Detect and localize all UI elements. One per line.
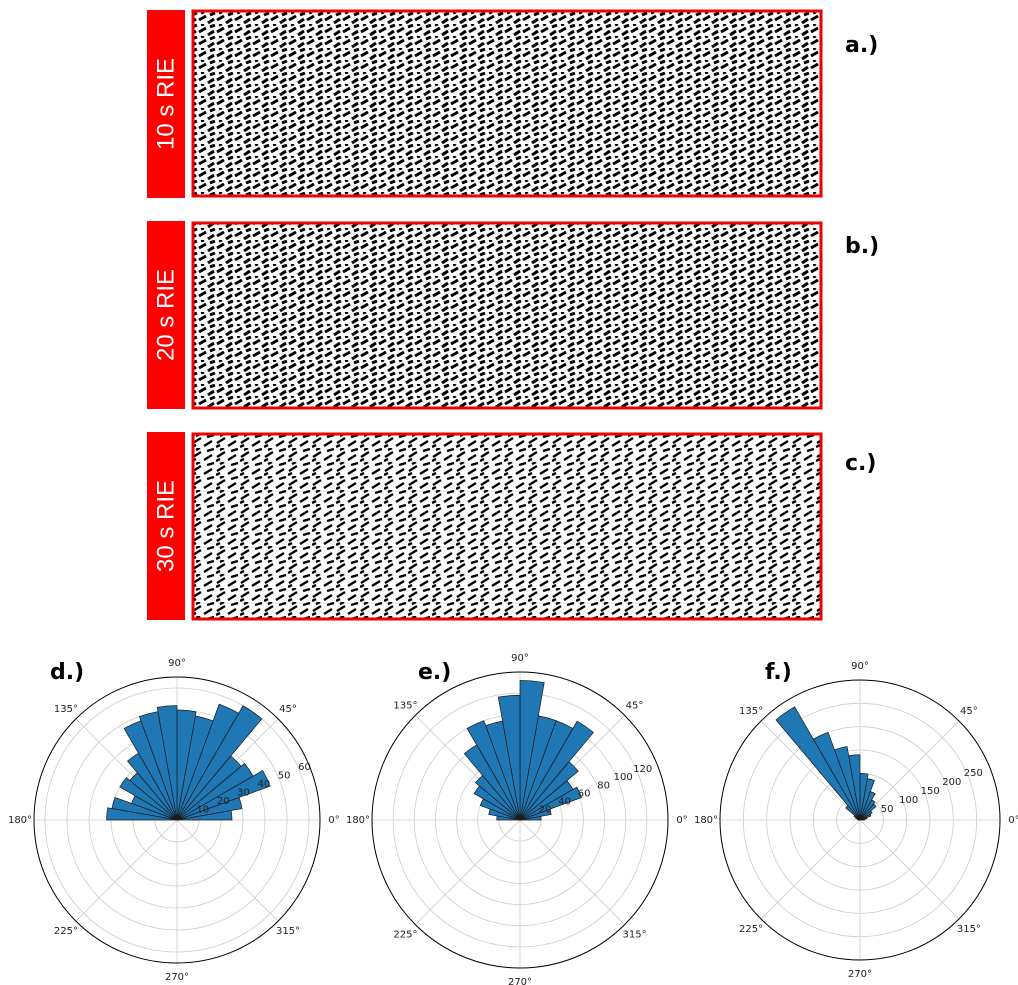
micrograph [193, 223, 821, 408]
r-tick-label: 100 [614, 772, 633, 783]
r-tick-label: 10 [197, 804, 210, 815]
theta-tick-label: 180° [694, 815, 718, 826]
theta-tick-label: 135° [393, 700, 417, 711]
r-tick-label: 150 [921, 786, 940, 797]
theta-tick-label: 315° [957, 924, 981, 935]
theta-tick-label: 135° [54, 704, 78, 715]
polar-chart: 0° 45° 90° 135° 180° 225° 270° 315° 50 1001502002… [694, 660, 1018, 980]
panel-tag: f.) [765, 660, 792, 685]
r-tick-label: 20 [217, 796, 230, 807]
theta-tick-label: 45° [279, 704, 297, 715]
r-tick-label: 80 [597, 780, 610, 791]
theta-tick-label: 90° [851, 661, 869, 672]
r-tick-label: 100 [899, 795, 918, 806]
polar-chart: 0° 45° 90° 135° 180° 225° 270° 315° 20 40 60 80 1001… [346, 653, 688, 985]
micrograph [193, 434, 821, 619]
figure: 10 s RIE a.) 20 s RIE b.) 30 s RIE c.) 0… [0, 0, 1018, 985]
theta-tick-label: 90° [511, 653, 529, 664]
theta-tick-label: 90° [168, 658, 186, 669]
panel-tag: d.) [50, 660, 84, 685]
theta-tick-label: 225° [54, 926, 78, 937]
panel-tag: b.) [845, 234, 879, 259]
panel-label: 30 s RIE [152, 480, 179, 572]
theta-tick-label: 225° [393, 930, 417, 941]
panel-tag: c.) [845, 451, 876, 476]
panel-tag: e.) [418, 660, 451, 685]
theta-tick-label: 45° [626, 700, 644, 711]
panel-tag: a.) [845, 33, 878, 58]
r-tick-label: 50 [278, 771, 291, 782]
theta-tick-label: 270° [848, 969, 872, 980]
r-tick-label: 200 [942, 777, 961, 788]
r-tick-label: 50 [881, 804, 894, 815]
theta-tick-label: 180° [8, 815, 32, 826]
theta-tick-label: 0° [328, 815, 339, 826]
theta-tick-label: 135° [739, 706, 763, 717]
panel-label: 20 s RIE [152, 269, 179, 361]
theta-tick-label: 270° [165, 972, 189, 983]
r-tick-label: 60 [578, 788, 591, 799]
theta-tick-label: 45° [960, 706, 978, 717]
theta-tick-label: 270° [508, 977, 532, 985]
theta-tick-label: 0° [676, 815, 687, 826]
r-tick-label: 30 [237, 787, 250, 798]
micrograph [193, 11, 821, 196]
r-tick-label: 40 [257, 779, 270, 790]
theta-tick-label: 0° [1008, 815, 1018, 826]
panel-c: 30 s RIE c.) [147, 432, 876, 620]
theta-tick-label: 225° [739, 924, 763, 935]
polar-chart: 0°45°90°135°180°225°270°315°102030405060… [8, 658, 340, 983]
theta-tick-label: 315° [276, 926, 300, 937]
panel-b: 20 s RIE b.) [147, 221, 879, 409]
panel-label: 10 s RIE [152, 58, 179, 150]
panel-a: 10 s RIE a.) [147, 10, 878, 198]
r-tick-label: 120 [633, 764, 652, 775]
theta-tick-label: 180° [346, 815, 370, 826]
theta-tick-label: 315° [623, 930, 647, 941]
r-tick-label: 40 [558, 797, 571, 808]
r-tick-label: 20 [539, 805, 552, 816]
r-tick-label: 250 [964, 768, 983, 779]
